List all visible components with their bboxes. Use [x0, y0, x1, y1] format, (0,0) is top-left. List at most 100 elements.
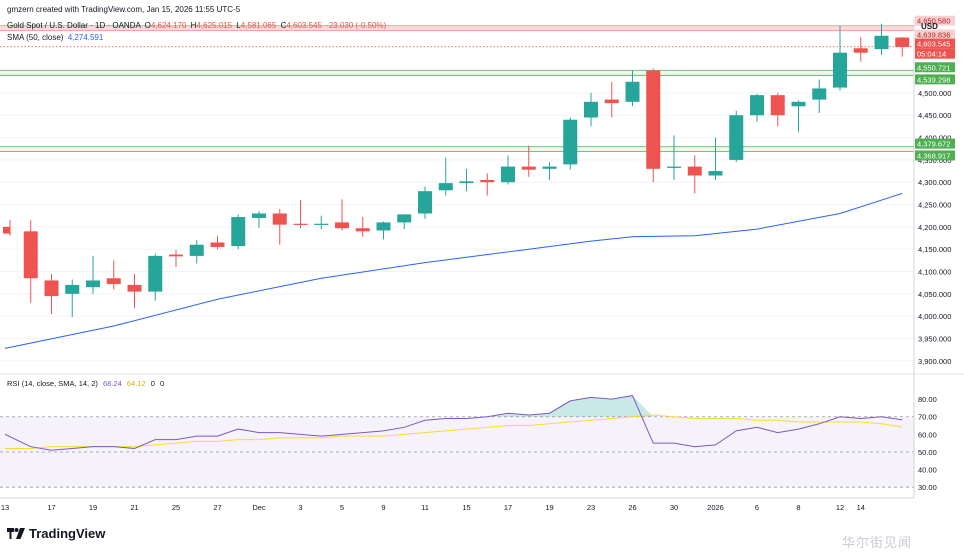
candle — [812, 79, 827, 114]
candle — [397, 214, 412, 230]
price-tick-label: 4,150.000 — [918, 245, 951, 254]
tradingview-logo-icon — [7, 528, 25, 539]
time-tick-label: 26 — [628, 503, 636, 512]
time-tick-label: 6 — [755, 503, 759, 512]
candle — [148, 253, 163, 301]
price-tick-label: 4,500.000 — [918, 89, 951, 98]
time-tick-label: 2026 — [707, 503, 724, 512]
sma-50-line — [4, 192, 903, 349]
candle-body — [335, 222, 349, 229]
ohlc-high: 4,625.015 — [196, 21, 233, 30]
time-tick-label: 9 — [381, 503, 385, 512]
candle-body — [729, 115, 744, 160]
rsi-legend: RSI (14, close, SMA, 14, 2) 68.24 64.12 … — [7, 379, 164, 388]
tag-current-price: 4,603.545 — [917, 40, 950, 49]
candle — [542, 162, 557, 180]
candle — [169, 250, 183, 268]
rsi-line — [4, 395, 903, 451]
price-tick-label: 4,000.000 — [918, 312, 951, 321]
candle-body — [65, 284, 80, 294]
time-tick-label: 3 — [298, 503, 302, 512]
time-tick-label: 19 — [89, 503, 97, 512]
rsi-extra-2: 0 — [159, 379, 165, 388]
support-zone — [0, 146, 914, 152]
tag-countdown: 05:04:14 — [917, 50, 946, 59]
candle — [418, 186, 432, 219]
support-zone — [0, 70, 914, 76]
time-tick-label: 8 — [796, 503, 800, 512]
tag-support1-high-bg — [915, 62, 955, 73]
candle-body — [459, 181, 474, 184]
time-tick-label: 15 — [462, 503, 470, 512]
candle — [438, 157, 453, 196]
candle — [23, 220, 38, 303]
time-tick-label: 17 — [504, 503, 512, 512]
price-tick-label: 4,300.000 — [918, 178, 951, 187]
candle — [563, 117, 578, 170]
candle-body — [833, 52, 847, 88]
candle-body — [106, 278, 121, 285]
sma-layer — [4, 192, 903, 349]
candle — [210, 235, 225, 250]
candle — [480, 173, 495, 196]
time-tick-label: 13 — [1, 503, 9, 512]
candle — [729, 110, 744, 163]
time-tick-label: 12 — [836, 503, 844, 512]
tag-resistance-high-bg — [915, 15, 955, 26]
candle-body — [418, 191, 432, 214]
ohlc-close-label: C — [280, 21, 287, 30]
candle — [770, 92, 785, 127]
candle-body — [355, 228, 370, 232]
rsi-tick-label: 80.00 — [918, 395, 937, 404]
time-tick-label: 5 — [340, 503, 344, 512]
candle — [874, 23, 889, 55]
candle-body — [148, 255, 163, 292]
symbol-title: Gold Spot / U.S. Dollar · 1D · OANDA — [7, 21, 141, 30]
tag-current-price-bg — [915, 38, 955, 49]
candle-body — [604, 99, 619, 104]
candle-body — [625, 81, 640, 102]
candle — [667, 135, 681, 180]
candle — [86, 255, 100, 294]
candle-body — [521, 166, 536, 170]
candle — [293, 200, 308, 229]
tag-resistance-low-bg — [915, 29, 955, 40]
candle-body — [750, 95, 764, 116]
rsi-tick-label: 50.00 — [918, 448, 937, 457]
price-axis: 3,900.000 3,950.000 4,000.000 4,050.000 4,10… — [918, 89, 951, 366]
candle-body — [169, 254, 183, 257]
sma-label: SMA (50, close) — [7, 33, 64, 42]
candle-body — [272, 213, 287, 225]
candle — [708, 137, 723, 180]
tag-support2-high-bg — [915, 138, 955, 149]
ohlc-change: -23.030 (-0.50%) — [326, 21, 387, 30]
ohlc-open-label: O — [144, 21, 151, 30]
candle — [355, 217, 370, 237]
sma-legend: SMA (50, close) 4,274.591 — [7, 33, 103, 42]
candle — [604, 81, 619, 118]
price-tick-label: 4,200.000 — [918, 223, 951, 232]
rsi-ma-line — [5, 414, 903, 449]
tag-support1-low: 4,539.298 — [917, 75, 950, 84]
time-tick-label: 11 — [421, 503, 429, 512]
time-tick-label: 27 — [213, 503, 221, 512]
time-tick-label: 14 — [857, 503, 865, 512]
candle-body — [127, 284, 142, 292]
support-resistance-zones — [0, 25, 914, 152]
ohlc-low: 4,581.065 — [240, 21, 277, 30]
price-tick-label: 3,950.000 — [918, 335, 951, 344]
candle-body — [480, 179, 495, 183]
tag-support2-high: 4,379.672 — [917, 140, 950, 149]
candle — [127, 273, 142, 309]
candle-body — [542, 166, 557, 169]
candle-body — [23, 231, 38, 279]
candle — [44, 273, 59, 314]
tradingview-logo[interactable]: TradingView — [7, 526, 105, 541]
candle-body — [687, 166, 702, 176]
candle — [376, 221, 391, 240]
candle-body — [646, 70, 661, 169]
currency-label: USD — [921, 22, 938, 31]
price-tick-label: 4,250.000 — [918, 201, 951, 210]
candle-body — [438, 183, 453, 191]
